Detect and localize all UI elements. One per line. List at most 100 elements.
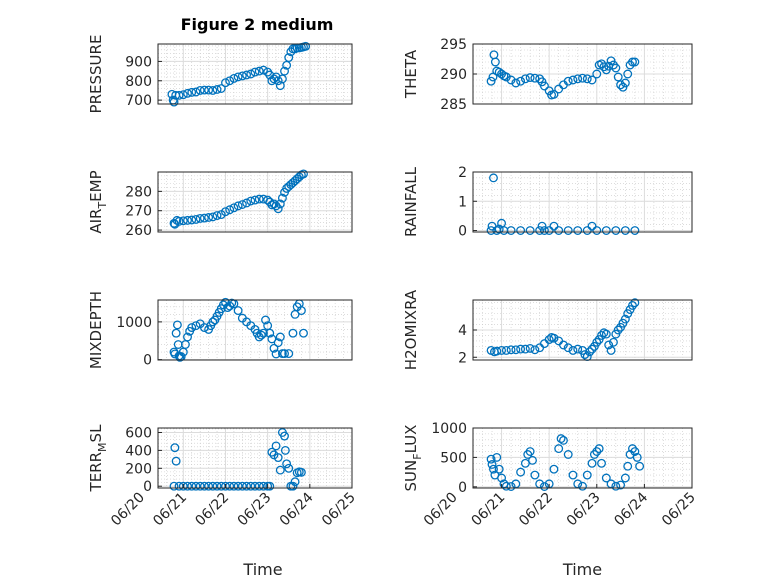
y-tick-label: 295	[440, 37, 467, 53]
y-tick-label: 0	[143, 353, 152, 369]
data-point	[187, 481, 197, 491]
data-point	[592, 69, 602, 79]
data-point	[587, 75, 597, 85]
data-point	[195, 214, 205, 223]
data-point	[520, 74, 530, 84]
figure-title: Figure 2 medium	[181, 15, 334, 34]
data-point	[299, 328, 308, 338]
data-point	[174, 90, 184, 100]
data-point	[539, 81, 549, 91]
data-point	[601, 226, 611, 235]
y-axis-label: H2OMIXRA	[402, 289, 420, 370]
data-point	[208, 86, 218, 95]
y-axis-label: PRESSURE	[87, 35, 105, 114]
data-point	[273, 76, 283, 86]
y-tick-label: 2	[458, 165, 467, 181]
data-point	[284, 463, 294, 473]
data-point	[620, 314, 630, 324]
x-tick-label: 06/25	[319, 490, 359, 530]
data-point	[282, 459, 292, 469]
data-point	[233, 481, 243, 491]
data-point	[288, 481, 298, 491]
data-point	[271, 349, 281, 359]
data-point	[242, 70, 252, 80]
data-point	[254, 66, 264, 76]
data-point	[497, 473, 507, 483]
series-points	[169, 428, 306, 491]
data-point	[250, 481, 260, 491]
data-point	[208, 212, 218, 222]
data-point	[275, 199, 285, 209]
y-tick-label: 280	[125, 184, 152, 200]
y-tick-label: 800	[125, 74, 152, 90]
data-point	[497, 346, 507, 355]
data-point	[242, 198, 252, 208]
data-point	[258, 328, 268, 338]
data-point	[269, 74, 279, 84]
data-point	[204, 213, 214, 222]
data-point	[608, 337, 618, 347]
data-point	[506, 75, 516, 85]
data-point	[563, 226, 573, 235]
data-point	[613, 72, 623, 82]
data-point	[568, 470, 578, 480]
data-point	[520, 458, 530, 468]
data-point	[578, 481, 587, 491]
y-axis-label: SUNFLUX	[402, 425, 424, 492]
data-point	[573, 74, 583, 84]
data-point	[187, 215, 197, 225]
data-point	[582, 470, 592, 480]
data-point	[520, 344, 530, 354]
data-point	[171, 456, 181, 466]
data-point	[554, 444, 564, 454]
y-axis-label: RAINFALL	[402, 166, 420, 237]
data-point	[271, 441, 281, 451]
data-point	[578, 73, 587, 83]
data-point	[549, 221, 559, 231]
data-point	[630, 447, 640, 456]
data-point	[516, 344, 526, 354]
data-point	[229, 203, 239, 213]
data-point	[489, 173, 498, 183]
data-point	[267, 447, 277, 457]
series-points	[486, 50, 640, 100]
y-tick-label: 600	[125, 425, 152, 441]
plot-area	[473, 172, 692, 232]
data-point	[277, 74, 287, 84]
y-tick-label: 290	[440, 67, 467, 83]
y-tick-label: 700	[125, 93, 152, 109]
data-point	[246, 481, 256, 491]
data-point	[630, 226, 640, 235]
data-point	[525, 226, 535, 235]
data-point	[587, 458, 597, 468]
data-point	[597, 458, 606, 468]
data-point	[275, 332, 285, 342]
data-point	[250, 195, 260, 205]
y-axis-label: THETA	[402, 49, 420, 99]
data-point	[568, 346, 578, 355]
data-point	[492, 346, 502, 356]
data-point	[221, 481, 230, 491]
data-point	[233, 201, 243, 211]
data-point	[282, 60, 292, 70]
data-point	[225, 76, 235, 86]
y-tick-label: 1	[458, 194, 467, 210]
data-point	[492, 452, 502, 462]
series-points	[169, 169, 308, 229]
data-point	[625, 450, 635, 459]
x-tick-label: 06/25	[659, 490, 699, 530]
data-point	[525, 73, 535, 83]
data-point	[267, 334, 277, 344]
data-point	[221, 207, 230, 217]
data-point	[606, 346, 616, 355]
data-point	[273, 204, 283, 214]
data-point	[628, 57, 637, 67]
y-tick-label: 1000	[116, 315, 152, 331]
data-point	[611, 226, 621, 235]
series-points	[167, 41, 311, 107]
data-point	[630, 57, 640, 67]
x-tick-label: 06/20	[108, 490, 148, 530]
data-point	[221, 78, 230, 88]
data-point	[237, 481, 247, 491]
